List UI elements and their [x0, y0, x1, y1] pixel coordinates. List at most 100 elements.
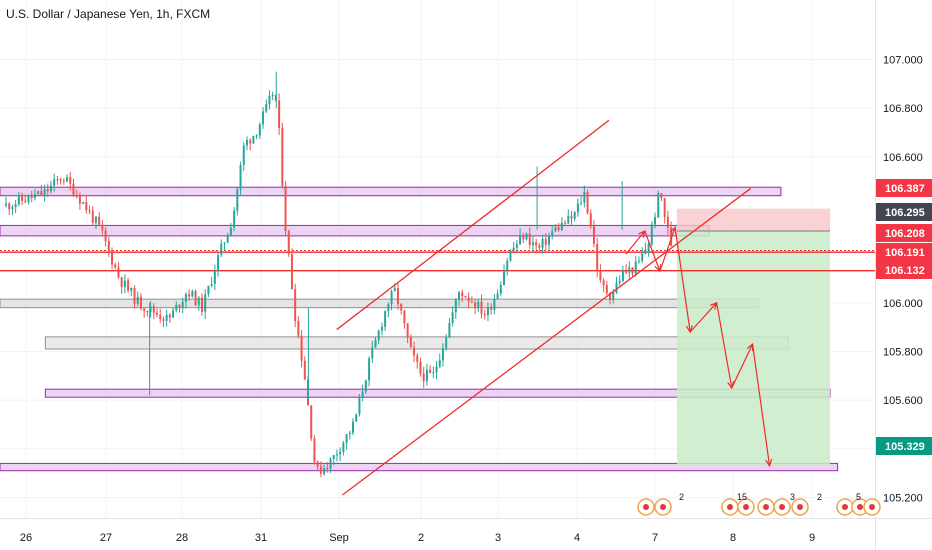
candle-body [229, 227, 232, 235]
projection-segment[interactable] [625, 230, 646, 255]
candle-body [390, 291, 393, 304]
x-tick-label: Sep [329, 532, 349, 544]
event-icon-dot [797, 504, 803, 510]
projection-segment[interactable] [689, 302, 718, 333]
candle-body [159, 314, 162, 320]
candle-body [580, 202, 583, 204]
event-icon-dot [842, 504, 848, 510]
candle-body [191, 291, 194, 297]
price-tag[interactable] [876, 224, 932, 242]
candle-body [551, 231, 554, 236]
price-tag[interactable] [876, 243, 932, 261]
x-tick-label: 8 [730, 532, 736, 544]
candle-body [531, 242, 534, 245]
candle-body [509, 250, 512, 261]
candle-body [303, 360, 306, 380]
candle-body [217, 254, 220, 272]
candle-body [628, 267, 631, 273]
candle-body [133, 287, 136, 304]
candle-body [470, 301, 473, 303]
price-tag[interactable] [876, 261, 932, 279]
candle-body [271, 94, 274, 96]
projection-segment[interactable] [751, 344, 771, 466]
candle-body [644, 249, 647, 254]
candle-body [53, 179, 56, 186]
candle-body [403, 310, 406, 324]
projection-segment[interactable] [731, 343, 754, 389]
projection-segment[interactable] [674, 227, 691, 333]
stop-loss-zone[interactable] [676, 208, 831, 232]
price-tag-label: 106.387 [885, 183, 925, 195]
zone-rect[interactable] [0, 186, 782, 197]
candle-body [287, 231, 290, 254]
candle-body [255, 135, 258, 137]
candle-body [352, 421, 355, 433]
event-badges: 2 15 3 2 5 [637, 492, 881, 516]
candle-body [384, 311, 387, 327]
channel-line[interactable] [336, 119, 610, 331]
candle-body [544, 238, 547, 245]
candle-body [156, 312, 159, 315]
candle-body [609, 293, 612, 300]
channel-line[interactable] [342, 187, 752, 496]
candle-body [117, 267, 120, 278]
event-icon-dot [660, 504, 666, 510]
event-icon-dot [643, 504, 649, 510]
price-tag-label: 106.132 [885, 265, 925, 277]
candle-body [592, 226, 595, 244]
projection-segment[interactable] [659, 227, 676, 272]
price-tag[interactable] [876, 203, 932, 221]
candle-body [493, 299, 496, 310]
candle-body [82, 201, 85, 204]
candle-body [27, 194, 30, 203]
candle-body [355, 414, 358, 422]
candle-body [400, 303, 403, 311]
price-tag[interactable] [876, 179, 932, 197]
candle-body [438, 360, 441, 367]
candle-body [538, 245, 541, 248]
candle-body [130, 287, 133, 291]
candle-body [162, 319, 165, 321]
candle-body [564, 222, 567, 224]
zone-rect[interactable] [0, 298, 759, 309]
candle-body [429, 369, 432, 373]
candle-body [226, 234, 229, 243]
candle-body [88, 210, 91, 212]
candle-body [49, 185, 52, 192]
price-axis: 107.000 106.800 106.600 106.000 105.800 105.6… [875, 0, 932, 550]
candle-body [637, 260, 640, 262]
zone-rect[interactable] [0, 462, 839, 472]
candle-body [252, 135, 255, 144]
projection-segment[interactable] [644, 230, 661, 272]
candle-body [557, 226, 560, 231]
candle-body [213, 271, 216, 284]
event-icon-dot [869, 504, 875, 510]
candle-body [310, 405, 313, 439]
y-tick-label: 105.600 [883, 395, 923, 407]
candle-body [490, 306, 493, 310]
candle-body [461, 292, 464, 297]
candle-body [258, 124, 261, 136]
candle-body [127, 280, 130, 291]
candle-body [496, 293, 499, 300]
event-count-badge: 2 [679, 492, 684, 502]
candle-body [72, 183, 75, 196]
candle-body [236, 189, 239, 211]
candle-body [323, 467, 326, 474]
candle-body [184, 294, 187, 302]
candle-body [188, 294, 191, 297]
candle-body [547, 235, 550, 245]
zones [0, 186, 839, 472]
candle-body [278, 100, 281, 129]
candle-body [172, 310, 175, 318]
candle-body [464, 296, 467, 298]
candle-body [233, 210, 236, 228]
candle-body [663, 198, 666, 217]
candle-body [17, 195, 20, 205]
event-icon-dot [743, 504, 749, 510]
candle-body [602, 280, 605, 286]
projection-segment[interactable] [716, 302, 733, 389]
price-tag[interactable] [876, 437, 932, 455]
